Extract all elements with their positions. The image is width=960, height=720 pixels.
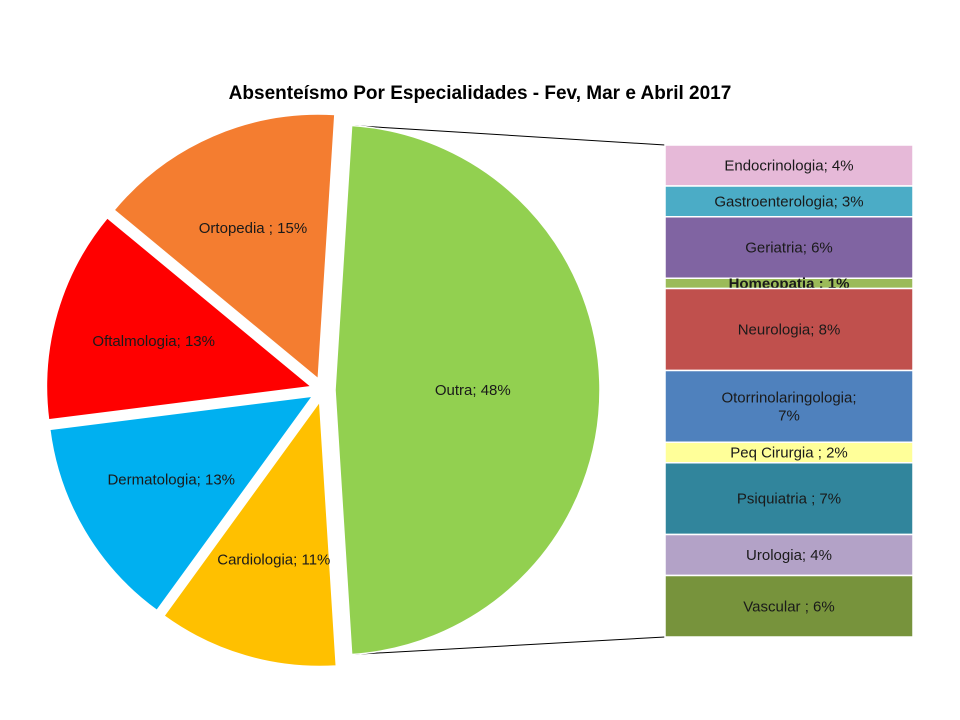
connector-top xyxy=(351,125,666,146)
pie-label-cardiologia: Cardiologia; 11% xyxy=(217,551,330,568)
chart-title: Absenteísmo Por Especialidades - Fev, Ma… xyxy=(229,83,732,104)
bar-label-vascular: Vascular ; 6% xyxy=(743,598,834,615)
bar-label-gastroenterologia: Gastroenterologia; 3% xyxy=(714,193,863,210)
bar-label-psiquiatria: Psiquiatria ; 7% xyxy=(737,491,841,508)
pie-label-outra: Outra; 48% xyxy=(435,382,511,399)
bar-label-endocrinologia: Endocrinologia; 4% xyxy=(724,158,853,175)
bar-segment-urologia xyxy=(664,533,914,577)
bar-label-otorrinolaringologia: Otorrinolaringologia; 7% xyxy=(721,389,856,424)
pie-slice-cardiologia xyxy=(162,399,338,668)
breakdown-bar: Endocrinologia; 4% Gastroenterologia; 3% G… xyxy=(664,144,914,638)
connector-bottom xyxy=(351,636,666,655)
pie-slice-ortopedia xyxy=(112,113,336,381)
pie-slice-outra xyxy=(334,124,601,656)
pie-label-dermatologia: Dermatologia; 13% xyxy=(107,472,235,489)
bar-segment-otorrinolaringologia xyxy=(664,369,914,443)
bar-segment-psiquiatria xyxy=(664,462,914,536)
bar-label-geriatria: Geriatria; 6% xyxy=(745,240,833,257)
pie-slice-oftalmologia xyxy=(45,216,314,421)
pie-slice-dermatologia xyxy=(48,395,315,612)
bar-label-neurologia: Neurologia; 8% xyxy=(738,322,841,339)
bar-segment-geriatria xyxy=(664,216,914,279)
bar-segment-gastroenterologia xyxy=(664,185,914,218)
bar-label-urologia: Urologia; 4% xyxy=(746,547,832,564)
connector-lines xyxy=(351,125,666,655)
bar-segment-endocrinologia xyxy=(664,144,914,187)
bar-segment-neurologia xyxy=(664,287,914,372)
main-pie: Outra; 48% Cardiologia; 11% Dermatologia; … xyxy=(45,113,601,668)
bar-segment-vascular xyxy=(664,574,914,638)
pie-label-ortopedia: Ortopedia ; 15% xyxy=(199,220,307,237)
bar-label-peq-cirurgia: Peq Cirurgia ; 2% xyxy=(730,445,848,462)
pie-label-oftalmologia: Oftalmologia; 13% xyxy=(92,333,215,350)
